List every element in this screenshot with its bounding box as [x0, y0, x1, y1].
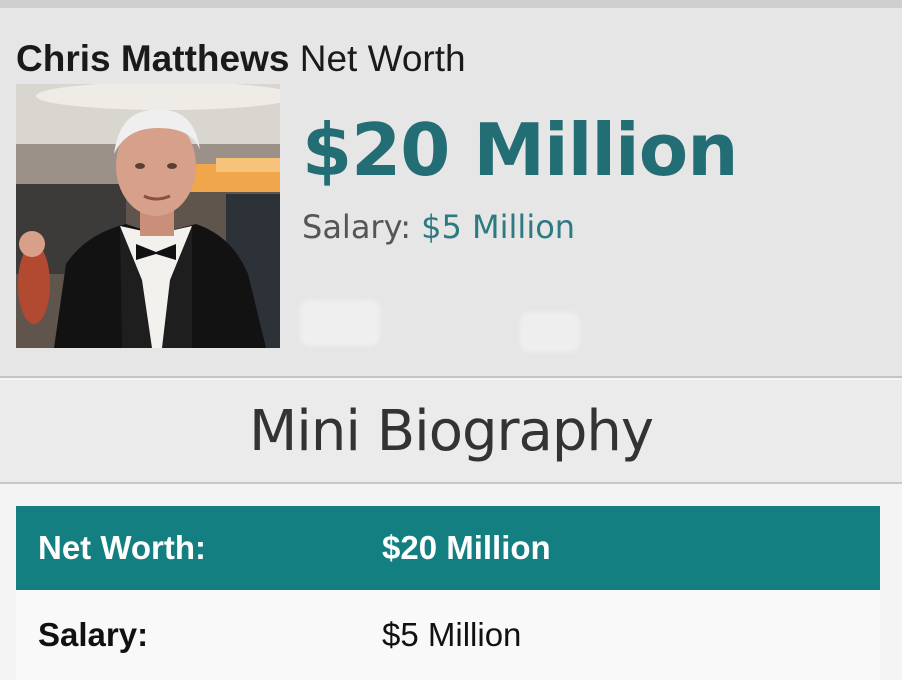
salary-value: $5 Million — [421, 208, 576, 246]
mini-biography-header: Mini Biography — [0, 380, 902, 484]
title-suffix: Net Worth — [299, 38, 466, 79]
celebrity-name: Chris Matthews — [16, 38, 290, 79]
section-title: Mini Biography — [248, 398, 654, 464]
net-worth-amount: $20 Million — [302, 108, 738, 192]
top-strip — [0, 0, 902, 8]
facts-table: Net Worth: $20 Million Salary: $5 Millio… — [16, 506, 880, 680]
fact-value: $20 Million — [382, 529, 551, 566]
table-row: Net Worth: $20 Million — [16, 506, 880, 590]
portrait-image — [16, 84, 280, 348]
faded-badge — [300, 300, 380, 346]
fact-label: Salary: — [38, 616, 149, 653]
salary-summary: Salary: $5 Million — [302, 208, 575, 246]
faded-badge — [520, 312, 580, 352]
salary-label: Salary: — [302, 208, 411, 246]
page-title: Chris Matthews Net Worth — [16, 38, 466, 80]
fact-label: Net Worth: — [38, 529, 207, 566]
table-row: Salary: $5 Million — [16, 590, 880, 680]
fact-value: $5 Million — [382, 616, 522, 653]
person-photo-icon — [16, 84, 280, 348]
